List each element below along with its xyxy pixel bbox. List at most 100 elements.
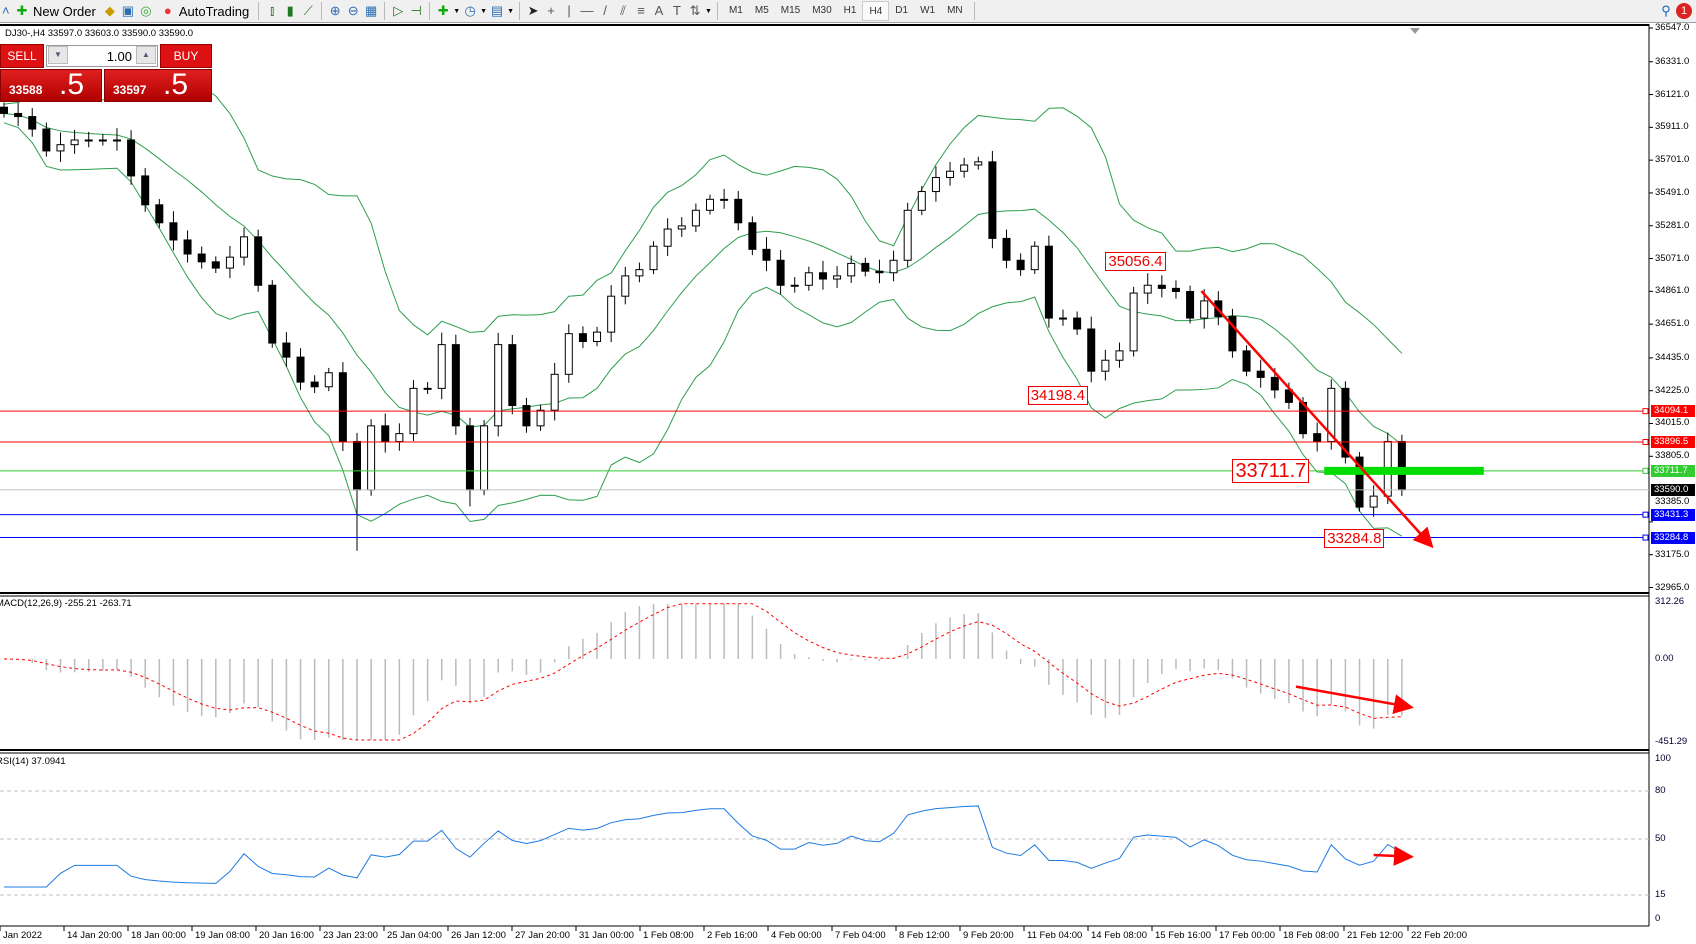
chart-shift-icon[interactable]: ⊣ <box>410 3 422 18</box>
vertical-line-icon[interactable]: | <box>567 3 571 18</box>
channel-icon[interactable]: ⫽ <box>620 3 626 18</box>
candle <box>451 344 460 427</box>
candle <box>1087 328 1096 372</box>
signals-icon[interactable]: ◎ <box>140 3 152 18</box>
timeframe-h1[interactable]: H1 <box>843 5 857 16</box>
buy-button[interactable]: BUY <box>160 44 212 68</box>
horizontal-line-icon[interactable]: — <box>580 3 594 18</box>
candle <box>197 253 206 263</box>
sell-button[interactable]: SELL <box>0 44 44 68</box>
candle <box>28 116 37 130</box>
rsi-label: RSI(14) 37.0941 <box>0 756 66 767</box>
separator <box>973 2 975 20</box>
timeframe-w1[interactable]: W1 <box>920 5 936 16</box>
candle <box>1157 284 1166 289</box>
candle <box>1341 387 1350 458</box>
terminal-icon[interactable]: ▣ <box>121 3 134 18</box>
candle <box>282 342 291 358</box>
candle <box>720 198 729 201</box>
dropdown-icon[interactable]: ▼ <box>480 7 488 15</box>
chart-shift-marker <box>1410 28 1420 34</box>
time-axis-label: 14 Feb 08:00 <box>1091 930 1147 941</box>
price-axis-label: 33805.0 <box>1655 450 1690 462</box>
price-axis-label: 34435.0 <box>1655 351 1690 363</box>
candle <box>183 239 192 255</box>
timeframe-m5[interactable]: M5 <box>754 5 769 16</box>
timeframe-d1[interactable]: D1 <box>895 5 909 16</box>
candle <box>1355 456 1364 508</box>
candle <box>1397 440 1406 491</box>
support-zone <box>1324 466 1484 475</box>
menu-arrow-icon[interactable]: ˄ <box>2 3 10 18</box>
bar-chart-icon[interactable]: ⫾ <box>270 3 275 18</box>
candle <box>70 139 79 146</box>
arrows-icon[interactable]: ⇅ <box>689 3 701 18</box>
bollinger-lower <box>3 122 1403 537</box>
candle <box>875 270 884 274</box>
candle <box>225 256 234 269</box>
price-axis-label: 35911.0 <box>1655 121 1689 133</box>
candle <box>381 425 390 442</box>
crosshair-icon[interactable]: + <box>547 3 555 18</box>
candle <box>706 198 714 211</box>
rsi-axis-label: 50 <box>1655 833 1666 844</box>
candle <box>931 176 940 193</box>
rsi-axis-label: 0 <box>1655 913 1661 924</box>
periods-icon[interactable]: ◷ <box>464 3 476 18</box>
sell-price[interactable]: 33588.5 <box>0 68 102 102</box>
candle <box>522 405 531 427</box>
lot-decrease-button[interactable]: ▼ <box>48 46 68 64</box>
candle <box>127 139 136 177</box>
time-axis-label: 23 Jan 23:00 <box>323 930 378 941</box>
candle <box>1284 389 1293 403</box>
candle <box>310 381 319 388</box>
dropdown-icon[interactable]: ▼ <box>705 7 712 15</box>
rsi-axis-label: 15 <box>1655 889 1666 900</box>
candle <box>254 236 263 286</box>
text-icon[interactable]: A <box>654 3 664 18</box>
price-axis-label: 35701.0 <box>1655 154 1690 166</box>
price-axis-label: 34861.0 <box>1655 285 1690 297</box>
indicators-icon[interactable]: ✚ <box>437 3 449 18</box>
lot-size-input[interactable]: 1.00 <box>46 45 158 67</box>
candle <box>169 222 178 241</box>
notification-badge[interactable]: 1 <box>1676 3 1692 19</box>
zoom-out-icon[interactable]: ⊖ <box>347 3 359 18</box>
lot-increase-button[interactable]: ▲ <box>136 46 156 64</box>
templates-icon[interactable]: ▤ <box>490 3 504 18</box>
tile-windows-icon[interactable]: ▦ <box>365 3 378 18</box>
cursor-icon[interactable]: ➤ <box>527 3 539 18</box>
timeframe-m15[interactable]: M15 <box>780 5 801 16</box>
fibonacci-icon[interactable]: ≡ <box>637 3 645 18</box>
candle <box>324 372 333 388</box>
trendline-icon[interactable]: / <box>603 3 607 18</box>
metaeditor-icon[interactable]: ◆ <box>104 3 115 18</box>
zoom-in-icon[interactable]: ⊕ <box>329 3 341 18</box>
autoscroll-icon[interactable]: ▷ <box>393 3 404 18</box>
candle <box>42 128 51 152</box>
dropdown-icon[interactable]: ▼ <box>453 7 461 15</box>
text-label-icon[interactable]: T <box>673 3 681 18</box>
candle <box>649 245 658 271</box>
separator <box>258 2 260 20</box>
candle <box>1101 359 1110 372</box>
line-chart-icon[interactable]: ⟋ <box>303 3 313 18</box>
timeframe-h4[interactable]: H4 <box>862 1 890 21</box>
candlestick-icon[interactable]: ▮ <box>286 3 294 18</box>
time-axis-label: 31 Jan 00:00 <box>579 930 634 941</box>
time-axis-label: 17 Feb 00:00 <box>1219 930 1275 941</box>
separator <box>321 2 323 20</box>
dropdown-icon[interactable]: ▼ <box>507 7 515 15</box>
new-order-button[interactable]: ✚ New Order <box>10 1 100 21</box>
autotrading-button[interactable]: ● AutoTrading <box>156 1 253 21</box>
buy-price[interactable]: 33597.5 <box>104 68 212 102</box>
search-icon[interactable]: ⚲ <box>1661 3 1671 18</box>
rsi-axis-label: 100 <box>1655 753 1671 764</box>
candle <box>1200 300 1209 319</box>
timeframe-mn[interactable]: MN <box>947 5 963 16</box>
candle <box>988 161 997 239</box>
timeframe-m1[interactable]: M1 <box>728 5 743 16</box>
candle <box>1002 237 1011 261</box>
timeframe-m30[interactable]: M30 <box>812 5 832 16</box>
